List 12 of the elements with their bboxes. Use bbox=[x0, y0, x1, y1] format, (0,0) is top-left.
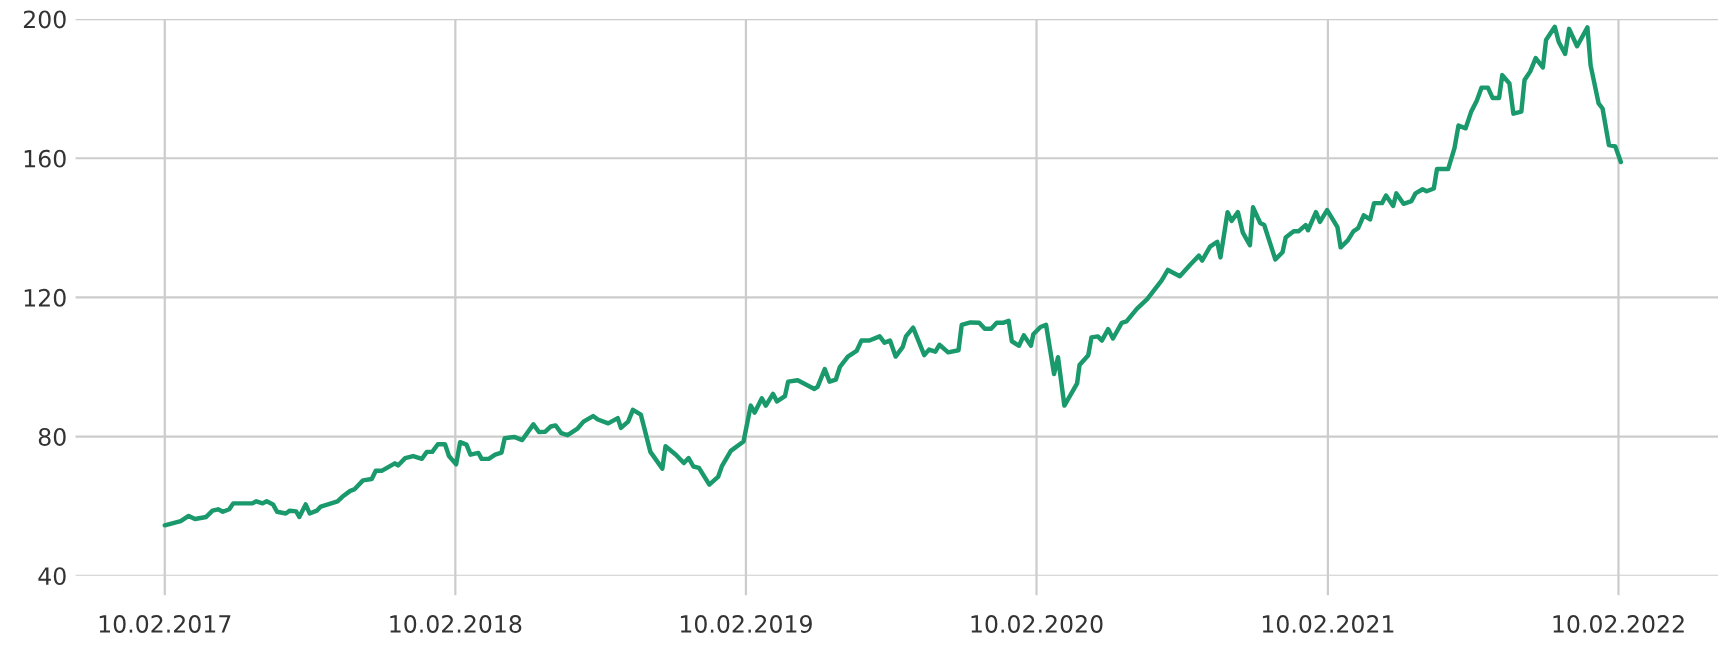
x-tick-label: 10.02.2021 bbox=[1262, 615, 1394, 633]
y-tick-label: 80 bbox=[38, 428, 66, 446]
x-tick-label: 10.02.2020 bbox=[971, 615, 1103, 633]
y-tick-label: 200 bbox=[23, 10, 66, 29]
x-tick-label: 10.02.2018 bbox=[390, 615, 522, 633]
y-tick-label: 160 bbox=[24, 149, 66, 168]
x-tick-label: 10.02.2019 bbox=[680, 615, 812, 633]
x-tick-label: 10.02.2017 bbox=[99, 615, 231, 633]
y-tick-label: 40 bbox=[38, 567, 66, 586]
y-tick-label: 120 bbox=[24, 288, 66, 307]
line-series bbox=[162, 24, 1624, 528]
x-tick-label: 10.02.2022 bbox=[1553, 615, 1684, 633]
